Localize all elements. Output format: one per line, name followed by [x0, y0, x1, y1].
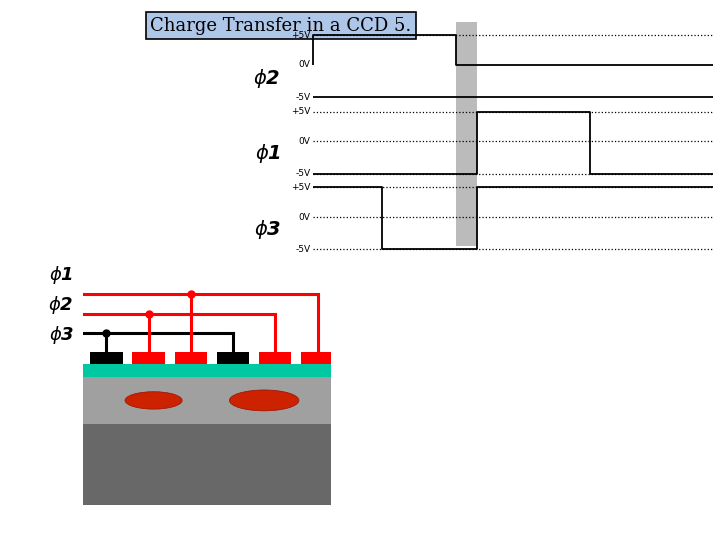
Text: 0V: 0V	[299, 137, 310, 146]
Text: $\phi$1: $\phi$1	[49, 265, 73, 286]
Text: $\phi$3: $\phi$3	[48, 324, 74, 346]
Text: -5V: -5V	[295, 170, 310, 178]
Ellipse shape	[230, 390, 299, 411]
Bar	[83, 364, 331, 377]
Text: -5V: -5V	[295, 245, 310, 254]
Bar	[217, 352, 249, 365]
Ellipse shape	[125, 392, 182, 409]
Bar	[83, 423, 331, 505]
Bar	[259, 352, 292, 365]
Bar	[175, 352, 207, 365]
Bar	[456, 22, 477, 246]
Bar	[132, 352, 165, 365]
Text: $\phi$1: $\phi$1	[255, 143, 281, 165]
Text: 0V: 0V	[299, 213, 310, 221]
Text: 0V: 0V	[299, 60, 310, 69]
Bar	[83, 377, 331, 423]
Text: -5V: -5V	[295, 93, 310, 102]
Text: Charge Transfer in a CCD 5.: Charge Transfer in a CCD 5.	[150, 17, 411, 35]
Bar	[90, 352, 122, 365]
Text: $\phi$2: $\phi$2	[253, 67, 281, 90]
Text: +5V: +5V	[291, 183, 310, 192]
Text: +5V: +5V	[291, 31, 310, 39]
Bar	[302, 352, 333, 365]
Text: $\phi$3: $\phi$3	[253, 218, 281, 241]
Text: $\phi$2: $\phi$2	[48, 294, 74, 316]
Text: +5V: +5V	[291, 107, 310, 116]
